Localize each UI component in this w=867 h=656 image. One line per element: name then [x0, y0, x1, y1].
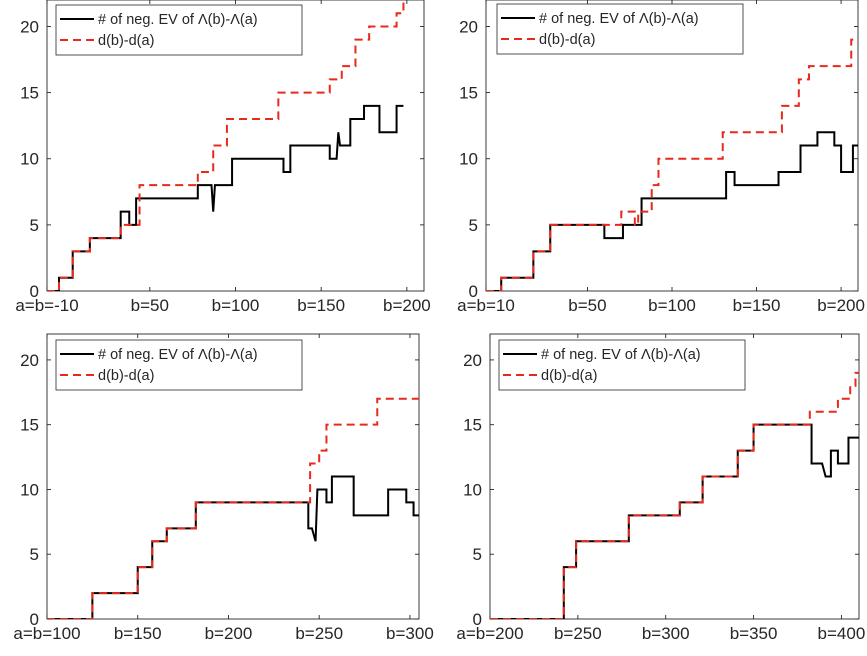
x-tick-label: b=50	[131, 296, 169, 315]
series-group	[486, 38, 858, 291]
chart-panel-1: 0 5 10 15 20 a=b=-10 b=50 b=100 b=150 b=200 # of n…	[15, 0, 431, 315]
chart-panel-4: 0 5 10 15 20 a=b=200 b=250 b=300 b=350 b=400 # of …	[456, 333, 866, 643]
series-line-d-diff	[47, 0, 405, 291]
y-tick-label: 15	[20, 416, 39, 435]
y-tick-label: 0	[30, 282, 39, 301]
y-tick-label: 15	[20, 84, 39, 103]
x-tick-label: a=b=-10	[15, 296, 78, 315]
series-line-neg-ev	[47, 475, 419, 619]
series-line-d-diff	[47, 397, 419, 619]
x-tick-label: b=300	[642, 624, 690, 643]
legend-label: d(b)-d(a)	[541, 368, 597, 384]
y-tick-label: 10	[20, 480, 39, 499]
y-tick-label: 0	[469, 282, 478, 301]
x-tick-label: b=250	[554, 624, 602, 643]
y-tick-label: 10	[463, 480, 482, 499]
x-tick-label: a=b=200	[456, 624, 523, 643]
legend: # of neg. EV of Λ(b)-Λ(a) d(b)-d(a)	[55, 339, 303, 391]
x-tick-label: b=200	[817, 296, 865, 315]
y-tick-label: 20	[459, 17, 478, 36]
x-tick-label: b=50	[568, 296, 606, 315]
y-tick-label: 15	[463, 416, 482, 435]
x-tick-label: b=300	[386, 624, 434, 643]
y-tick-label: 5	[473, 545, 482, 564]
y-tick-label: 5	[30, 545, 39, 564]
legend-label: # of neg. EV of Λ(b)-Λ(a)	[98, 347, 258, 363]
x-tick-label: a=b=100	[13, 624, 80, 643]
legend: # of neg. EV of Λ(b)-Λ(a) d(b)-d(a)	[55, 4, 303, 56]
y-tick-label: 0	[30, 610, 39, 629]
y-tick-label: 5	[469, 216, 478, 235]
y-tick-label: 10	[20, 150, 39, 169]
legend-label: d(b)-d(a)	[98, 33, 154, 49]
y-tick-label: 0	[473, 610, 482, 629]
series-line-neg-ev	[486, 131, 858, 291]
legend-box	[498, 339, 746, 391]
legend-box	[496, 3, 744, 55]
series-line-neg-ev	[47, 104, 404, 291]
x-tick-label: b=200	[383, 296, 431, 315]
x-tick-label: b=250	[295, 624, 343, 643]
chart-panel-2: 0 5 10 15 20 a=b=10 b=50 b=100 b=150 b=200 # of ne…	[457, 0, 865, 315]
series-group	[47, 397, 419, 619]
x-tick-label: b=200	[205, 624, 253, 643]
legend-label: # of neg. EV of Λ(b)-Λ(a)	[541, 347, 701, 363]
chart-panel-3: 0 5 10 15 20 a=b=100 b=150 b=200 b=250 b=300 # of …	[13, 333, 434, 643]
legend: # of neg. EV of Λ(b)-Λ(a) d(b)-d(a)	[496, 3, 744, 55]
y-tick-label: 10	[459, 150, 478, 169]
x-tick-label: b=150	[733, 296, 781, 315]
series-line-d-diff	[486, 38, 858, 291]
y-tick-label: 20	[20, 351, 39, 370]
legend-label: # of neg. EV of Λ(b)-Λ(a)	[98, 12, 258, 28]
legend-box	[55, 4, 303, 56]
legend-label: # of neg. EV of Λ(b)-Λ(a)	[539, 11, 699, 27]
y-tick-label: 20	[20, 17, 39, 36]
y-tick-label: 20	[463, 351, 482, 370]
legend-label: d(b)-d(a)	[539, 32, 595, 48]
legend-box	[55, 339, 303, 391]
x-tick-label: b=350	[730, 624, 778, 643]
series-group	[47, 0, 405, 291]
y-tick-label: 15	[459, 84, 478, 103]
x-tick-label: b=100	[648, 296, 696, 315]
y-tick-label: 5	[30, 216, 39, 235]
legend: # of neg. EV of Λ(b)-Λ(a) d(b)-d(a)	[498, 339, 746, 391]
x-tick-label: a=b=10	[457, 296, 515, 315]
x-tick-label: b=150	[297, 296, 345, 315]
series-group	[490, 371, 859, 619]
x-tick-label: b=150	[114, 624, 162, 643]
x-tick-label: b=100	[212, 296, 260, 315]
legend-label: d(b)-d(a)	[98, 368, 154, 384]
x-tick-label: b=400	[818, 624, 866, 643]
series-line-d-diff	[490, 371, 859, 619]
